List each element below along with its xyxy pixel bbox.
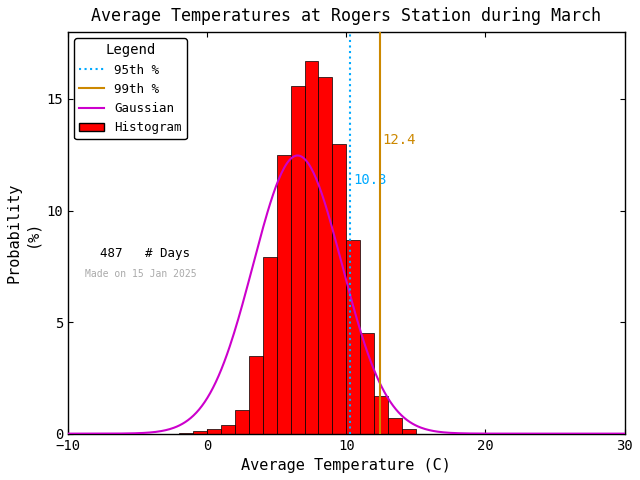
Text: 487   # Days: 487 # Days bbox=[84, 247, 189, 260]
Bar bbox=[179, 432, 193, 433]
Bar bbox=[319, 77, 332, 433]
Text: 12.4: 12.4 bbox=[383, 132, 416, 146]
Bar bbox=[221, 425, 235, 433]
Bar bbox=[263, 257, 276, 433]
Bar bbox=[374, 396, 388, 433]
Bar bbox=[388, 418, 402, 433]
Bar bbox=[276, 155, 291, 433]
Title: Average Temperatures at Rogers Station during March: Average Temperatures at Rogers Station d… bbox=[92, 7, 602, 25]
Bar bbox=[402, 429, 416, 433]
Legend: 95th %, 99th %, Gaussian, Histogram: 95th %, 99th %, Gaussian, Histogram bbox=[74, 38, 187, 139]
Bar bbox=[193, 432, 207, 433]
Bar bbox=[332, 144, 346, 433]
Bar bbox=[291, 85, 305, 433]
X-axis label: Average Temperature (C): Average Temperature (C) bbox=[241, 458, 451, 473]
Bar bbox=[305, 61, 319, 433]
Bar bbox=[346, 240, 360, 433]
Bar bbox=[235, 410, 249, 433]
Text: Made on 15 Jan 2025: Made on 15 Jan 2025 bbox=[84, 269, 196, 279]
Bar bbox=[360, 333, 374, 433]
Bar bbox=[207, 429, 221, 433]
Y-axis label: Probability
(%): Probability (%) bbox=[7, 183, 39, 283]
Text: 10.3: 10.3 bbox=[353, 173, 387, 187]
Bar bbox=[249, 356, 263, 433]
